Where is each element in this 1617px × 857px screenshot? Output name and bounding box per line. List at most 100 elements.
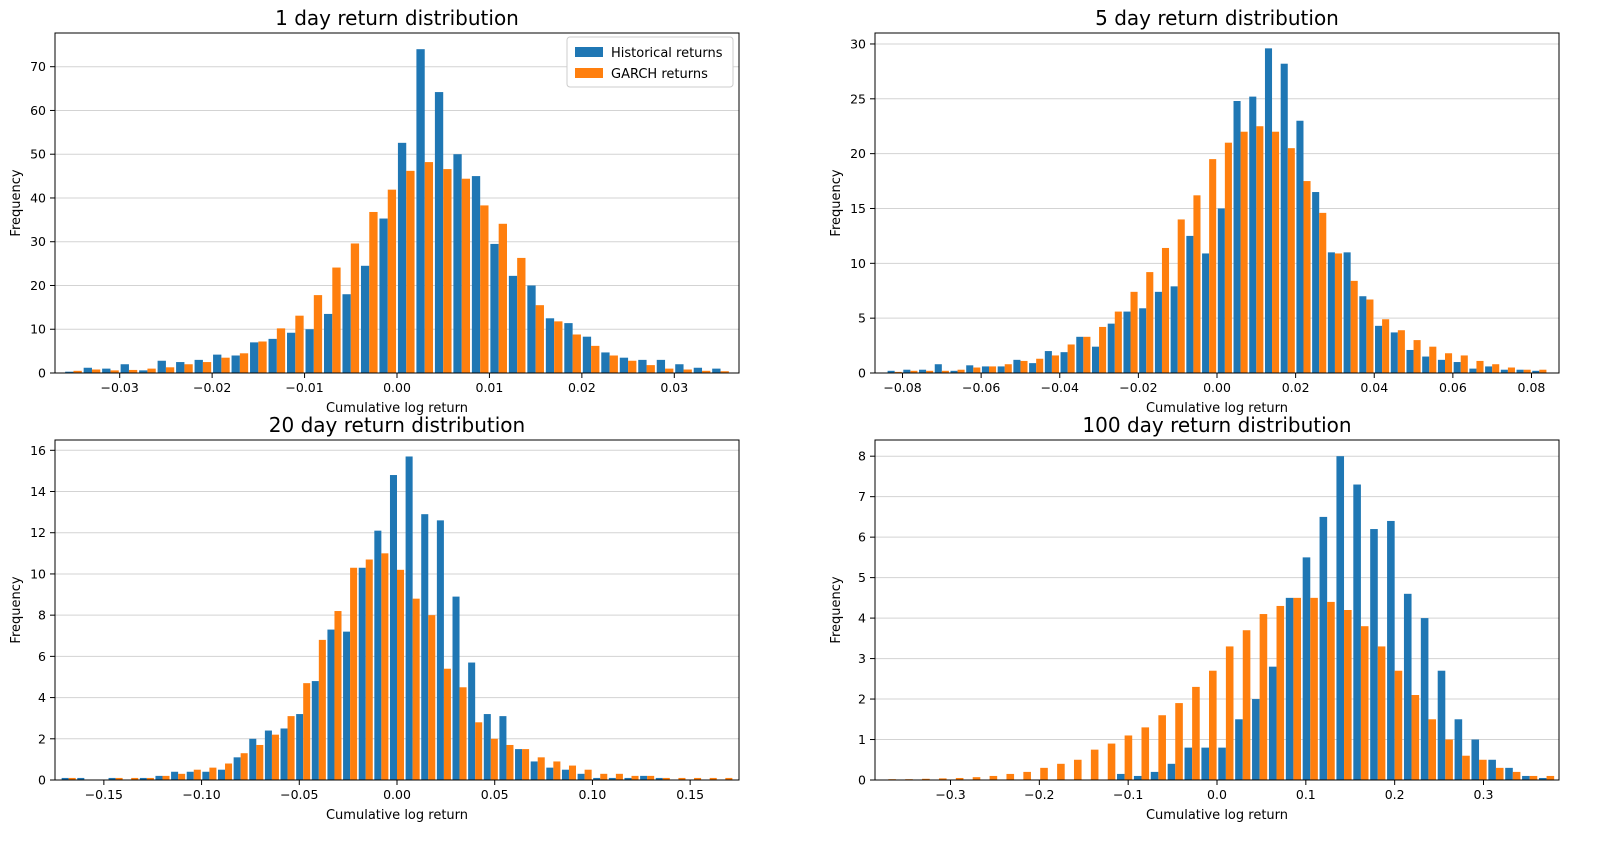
legend-label: GARCH returns <box>611 67 708 82</box>
bar <box>553 761 561 780</box>
bar <box>1523 369 1531 373</box>
bar <box>609 355 618 373</box>
bar <box>1186 235 1194 373</box>
bar <box>1359 296 1367 373</box>
bar <box>1360 626 1369 780</box>
bar <box>178 773 186 780</box>
bar <box>240 753 248 780</box>
bar <box>108 777 116 780</box>
bar <box>887 370 895 373</box>
bar <box>68 777 76 780</box>
bar <box>1036 358 1044 373</box>
x-tick-label: −0.02 <box>1119 380 1157 395</box>
bar <box>702 370 711 373</box>
chart-panel-3: −0.15 −0.10 −0.05 0.00 0.05 0.10 0.15 0 2 4 6 8 10 12… <box>9 413 740 823</box>
bar <box>1422 356 1430 373</box>
bar <box>1184 747 1193 780</box>
bar <box>1302 557 1311 780</box>
bar <box>374 530 382 780</box>
bar <box>1067 344 1075 373</box>
bar <box>1285 597 1294 780</box>
bar <box>1453 362 1461 373</box>
x-tick-label: −0.02 <box>193 380 231 395</box>
y-tick-label: 5 <box>858 311 866 326</box>
bar <box>593 777 601 780</box>
bar <box>600 773 608 780</box>
bar <box>1276 605 1285 780</box>
bar <box>381 553 389 780</box>
x-tick-label: 0.02 <box>568 380 596 395</box>
bar <box>568 765 577 780</box>
bar <box>582 336 592 373</box>
bar <box>318 639 326 780</box>
bar <box>662 777 670 780</box>
bar <box>350 567 358 780</box>
bar <box>443 169 452 373</box>
bar <box>1209 670 1217 780</box>
bar <box>264 730 272 780</box>
bar <box>1235 719 1243 780</box>
bar <box>1020 360 1028 373</box>
x-axis-label: Cumulative log return <box>1146 401 1288 416</box>
y-tick-label: 10 <box>30 566 46 581</box>
bar <box>522 749 530 780</box>
x-axis-label: Cumulative log return <box>1146 808 1288 823</box>
bar <box>1336 456 1345 780</box>
bar <box>209 767 217 780</box>
bar <box>1114 311 1122 373</box>
bar <box>303 683 311 780</box>
bar <box>1202 253 1210 373</box>
bar <box>675 364 684 373</box>
x-tick-label: 0.01 <box>476 380 504 395</box>
bar <box>1411 695 1420 780</box>
bar <box>120 364 129 373</box>
bar <box>1539 369 1547 373</box>
bar <box>350 243 360 373</box>
x-tick-label: −0.15 <box>85 787 123 802</box>
bar <box>1240 131 1248 373</box>
series-garch-returns <box>888 597 1555 780</box>
bar <box>1445 739 1453 780</box>
bar <box>1076 336 1084 373</box>
bar <box>720 371 729 373</box>
x-tick-label: 0.06 <box>1439 380 1467 395</box>
series-historical-returns <box>61 456 663 780</box>
bar <box>498 223 507 373</box>
x-tick-label: 0.00 <box>383 787 411 802</box>
y-tick-label: 16 <box>30 443 46 458</box>
bar <box>1029 363 1037 373</box>
series-garch-returns <box>68 553 733 780</box>
bar <box>608 777 616 780</box>
bar <box>1507 367 1515 373</box>
x-tick-label: −0.3 <box>935 787 965 802</box>
bar <box>165 367 175 373</box>
bar <box>989 775 998 780</box>
bar <box>162 775 170 780</box>
bar <box>694 777 702 780</box>
legend-swatch <box>575 47 603 57</box>
bar <box>1296 120 1304 373</box>
bar <box>950 370 958 373</box>
bar <box>1139 308 1147 373</box>
bar <box>1437 359 1445 373</box>
bar <box>1060 352 1068 373</box>
bar <box>1175 703 1183 780</box>
bar <box>295 315 304 373</box>
bar <box>577 773 585 780</box>
bar <box>1390 332 1398 373</box>
y-tick-label: 8 <box>38 608 46 623</box>
x-tick-label: −0.10 <box>182 787 220 802</box>
bar <box>202 362 212 373</box>
series-garch-returns <box>894 126 1547 374</box>
bar <box>1209 159 1217 373</box>
bar <box>1516 369 1524 373</box>
bar <box>1123 311 1131 373</box>
bar <box>1310 597 1318 780</box>
bar <box>176 362 185 373</box>
bar <box>506 744 514 780</box>
bar <box>471 176 481 373</box>
bar <box>443 668 451 780</box>
chart-panel-1: −0.03 −0.02 −0.01 0.00 0.01 0.02 0.03 0 10 20 30 40… <box>9 6 740 416</box>
bar <box>369 211 378 373</box>
bar <box>910 370 918 373</box>
